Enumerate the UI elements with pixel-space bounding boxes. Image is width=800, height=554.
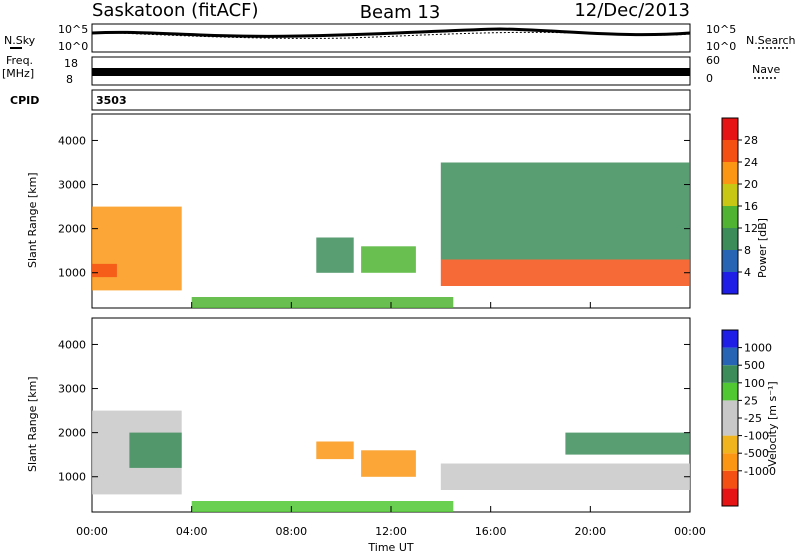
power-cbar-segment [722, 184, 738, 206]
velocity-cbar-tick-label: 25 [744, 394, 758, 407]
power-panel: 1000 2000 3000 4000 Slant Range [km] [26, 113, 691, 309]
velocity-region-6 [565, 432, 690, 455]
velocity-colorbar: 1000 500 100 25 -25 -100 -500 -1000 [721, 329, 776, 507]
velocity-cbar-segment [722, 400, 738, 418]
power-region-1 [92, 263, 117, 278]
power-cbar-tick-label: 8 [744, 244, 751, 257]
freq-bottom-tick: 8 [66, 73, 73, 86]
nsky-label: N.Sky [4, 34, 36, 47]
velocity-region-4 [361, 450, 416, 477]
power-region-5 [440, 259, 690, 286]
x-tick-label: 08:00 [275, 525, 307, 538]
velocity-panel: 1000 2000 3000 4000 Slant Range [km] [26, 317, 691, 513]
velocity-cbar-segment [722, 330, 738, 348]
noise-left-top-tick: 10^5 [58, 23, 88, 36]
velocity-cbar-tick-label: 500 [744, 359, 765, 372]
velocity-y-ticks: 1000 2000 3000 4000 [58, 338, 690, 484]
x-tick-label: 00:00 [76, 525, 108, 538]
velocity-cbar-tick-label: -100 [744, 430, 769, 443]
velocity-region-5 [440, 463, 690, 490]
date-title: 12/Dec/2013 [574, 0, 690, 21]
velocity-cbar-segment [722, 418, 738, 436]
x-tick-label: 12:00 [375, 525, 407, 538]
power-region-0 [92, 206, 182, 291]
velocity-cbar-segment [722, 488, 738, 506]
power-cbar-tick-label: 24 [744, 156, 758, 169]
velocity-cbar-segment [722, 382, 738, 401]
power-cbar-segment [722, 228, 738, 250]
velocity-region-1 [129, 432, 182, 468]
velocity-cbar-segment [722, 365, 738, 383]
velocity-cbar-tick-label: -25 [744, 412, 762, 425]
x-axis-label: Time UT [367, 541, 413, 554]
power-cbar-segment [722, 118, 738, 140]
beam-title: Beam 13 [360, 2, 441, 23]
velocity-regions [92, 410, 690, 512]
velocity-cbar-segment [722, 453, 738, 471]
power-cbar-tick-label: 20 [744, 178, 758, 191]
y-tick-label: 1000 [58, 267, 86, 280]
cpid-label: CPID [10, 94, 39, 107]
y-tick-label: 2000 [58, 223, 86, 236]
noise-panel [91, 23, 691, 53]
y-tick-label: 4000 [58, 338, 86, 351]
nave-top-tick: 60 [706, 54, 720, 67]
power-region-4 [361, 246, 416, 273]
x-tick-label: 20:00 [574, 525, 606, 538]
y-tick-label: 1000 [58, 471, 86, 484]
velocity-cbar-label: Velocity [m s⁻¹] [766, 381, 779, 466]
x-tick-label: 00:00 [674, 525, 706, 538]
power-cbar-segment [722, 272, 738, 294]
power-cbar-tick-label: 28 [744, 134, 758, 147]
velocity-region-2 [191, 501, 454, 512]
freq-top-tick: 18 [64, 57, 78, 70]
noise-right-bottom-tick: 10^0 [706, 40, 736, 53]
freq-unit: [MHz] [2, 67, 34, 80]
power-cbar-segment [722, 250, 738, 272]
velocity-region-3 [316, 441, 354, 460]
power-cbar-label: Power [dB] [756, 218, 769, 278]
nave-label: Nave [752, 63, 780, 76]
velocity-cbar-segment [722, 470, 738, 489]
y-tick-label: 3000 [58, 179, 86, 192]
x-tick-label: 16:00 [475, 525, 507, 538]
power-y-ticks: 1000 2000 3000 4000 [58, 134, 690, 280]
velocity-cbar-segment [722, 347, 738, 366]
power-colorbar: 4 8 12 16 20 24 28 [721, 117, 758, 295]
power-ylabel: Slant Range [km] [26, 172, 39, 268]
velocity-cbar-tick-label: -500 [744, 447, 769, 460]
nsearch-label: N.Search [746, 34, 796, 47]
freq-label: Freq. [6, 54, 33, 67]
power-cbar-tick-label: 4 [744, 266, 751, 279]
y-tick-label: 3000 [58, 383, 86, 396]
velocity-cbar-tick-label: -1000 [744, 465, 776, 478]
power-region-2 [191, 297, 454, 308]
velocity-cbar-tick-label: 1000 [744, 342, 772, 355]
power-cbar-segment [722, 206, 738, 228]
velocity-ylabel: Slant Range [km] [26, 376, 39, 472]
noise-left-bottom-tick: 10^0 [58, 40, 88, 53]
y-tick-label: 4000 [58, 134, 86, 147]
x-tick-label: 04:00 [176, 525, 208, 538]
freq-trace [92, 68, 690, 76]
power-cbar-segment [722, 162, 738, 184]
power-cbar-tick-label: 12 [744, 222, 758, 235]
power-region-6 [440, 162, 690, 260]
nsearch-trace [91, 31, 691, 39]
x-axis-ticks: 00:00 04:00 08:00 12:00 16:00 20:00 00:00 [76, 302, 706, 538]
cpid-panel [91, 89, 691, 111]
velocity-cbar-segment [722, 435, 738, 454]
power-cbar-tick-label: 16 [744, 200, 758, 213]
radar-title: Saskatoon (fitACF) [92, 0, 259, 21]
power-region-3 [316, 237, 354, 273]
velocity-cbar-tick-label: 100 [744, 377, 765, 390]
nsky-trace [91, 27, 691, 38]
cpid-value: 3503 [96, 94, 127, 107]
power-cbar-segment [722, 140, 738, 162]
y-tick-label: 2000 [58, 427, 86, 440]
power-regions [92, 162, 690, 308]
noise-right-top-tick: 10^5 [706, 23, 736, 36]
nave-bottom-tick: 0 [706, 72, 713, 85]
